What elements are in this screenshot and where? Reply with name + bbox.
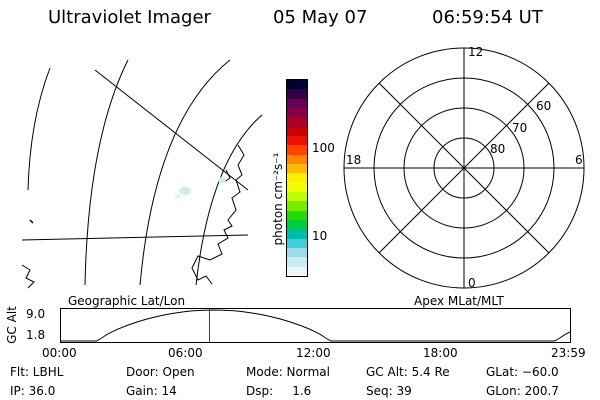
info-mode: Mode: Normal xyxy=(246,365,330,379)
info-seq: Seq: 39 xyxy=(366,384,412,398)
info-dsp: Dsp: 1.6 xyxy=(246,384,312,398)
colorbar-tick-10: 10 xyxy=(312,229,328,243)
colorbar-swatch xyxy=(287,191,307,202)
diagonal-line xyxy=(378,82,550,254)
altitude-plot xyxy=(60,308,571,343)
colorbar-swatch xyxy=(287,257,307,267)
info-glat: GLat: −60.0 xyxy=(486,365,559,379)
colorbar-swatch xyxy=(287,117,307,127)
colorbar-swatch xyxy=(287,229,307,239)
colorbar-swatch xyxy=(287,182,307,192)
colorbar-swatch xyxy=(287,135,307,146)
polar-plot: 12 18 6 0 60 70 80 xyxy=(343,45,585,290)
info-glon: GLon: 200.7 xyxy=(486,384,559,398)
lon-line xyxy=(21,234,249,241)
colorbar-swatch xyxy=(287,126,307,136)
mlt-label-18: 18 xyxy=(346,153,361,167)
colorbar xyxy=(286,79,308,277)
aurora-blob xyxy=(175,194,181,198)
info-gc-alt: GC Alt: 5.4 Re xyxy=(366,365,450,379)
aurora-blob xyxy=(179,187,191,195)
alt-xtick-2: 12:00 xyxy=(296,346,331,360)
mlt-label-6: 6 xyxy=(575,153,583,167)
lat-label-60: 60 xyxy=(536,99,551,113)
instrument-title: Ultraviolet Imager xyxy=(48,7,211,28)
lat-arc xyxy=(27,67,51,191)
colorbar-swatch xyxy=(287,219,307,230)
coastline xyxy=(191,144,245,285)
colorbar-swatch xyxy=(287,98,307,108)
aurora-blob xyxy=(218,177,226,183)
geographic-map xyxy=(21,59,263,289)
colorbar-swatch xyxy=(287,89,307,99)
lat-label-80: 80 xyxy=(490,142,505,156)
colorbar-swatch xyxy=(287,163,307,174)
lat-arc xyxy=(139,59,231,286)
info-flt: Flt: LBHL xyxy=(10,365,64,379)
info-gain: Gain: 14 xyxy=(126,384,177,398)
geographic-label: Geographic Lat/Lon xyxy=(68,294,186,308)
colorbar-swatch xyxy=(287,107,307,118)
lat-label-70: 70 xyxy=(512,121,527,135)
info-door: Door: Open xyxy=(126,365,195,379)
colorbar-swatch xyxy=(287,145,307,155)
colorbar-unit-label: photon cm⁻²s⁻¹ xyxy=(271,152,285,246)
colorbar-tick-100: 100 xyxy=(312,141,335,155)
alt-xtick-3: 18:00 xyxy=(423,346,458,360)
alt-plot-frame xyxy=(60,308,571,343)
alt-ytick-max: 9.0 xyxy=(26,307,46,321)
mlt-label-0: 0 xyxy=(468,276,476,290)
alt-ytick-min: 1.8 xyxy=(26,328,46,342)
colorbar-swatch xyxy=(287,173,307,183)
island-mark xyxy=(29,219,34,224)
time-label: 06:59:54 UT xyxy=(432,7,543,28)
alt-ylabel: GC Alt xyxy=(5,306,19,344)
coastline xyxy=(223,169,231,183)
colorbar-swatch xyxy=(287,210,307,220)
colorbar-swatch xyxy=(287,266,307,276)
colorbar-swatch xyxy=(287,201,307,211)
info-ip: IP: 36.0 xyxy=(10,384,56,398)
apex-label: Apex MLat/MLT xyxy=(414,294,504,308)
coastline xyxy=(21,264,35,289)
lon-line xyxy=(94,69,249,191)
alt-xtick-0: 00:00 xyxy=(42,346,77,360)
date-label: 05 May 07 xyxy=(273,7,368,28)
colorbar-swatch xyxy=(287,80,307,90)
colorbar-swatch xyxy=(287,238,307,248)
alt-curve xyxy=(61,309,571,342)
alt-xtick-4: 23:59 xyxy=(551,346,586,360)
alt-xtick-1: 06:00 xyxy=(168,346,203,360)
lat-arc xyxy=(84,59,129,286)
lat-arc xyxy=(195,114,263,286)
colorbar-swatch xyxy=(287,154,307,164)
mlt-label-12: 12 xyxy=(468,45,483,59)
colorbar-swatch xyxy=(287,247,307,258)
